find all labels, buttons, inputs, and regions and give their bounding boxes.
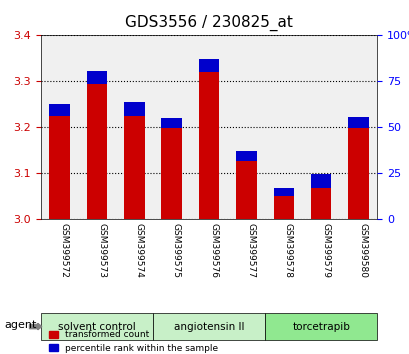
Bar <box>198 59 219 72</box>
Bar <box>49 116 70 219</box>
Text: solvent control: solvent control <box>58 321 135 332</box>
Bar <box>273 196 293 219</box>
Text: GSM399574: GSM399574 <box>134 223 143 278</box>
Bar <box>310 175 330 188</box>
Bar <box>347 117 368 129</box>
Bar <box>87 84 107 219</box>
Bar <box>161 129 182 219</box>
Text: GSM399578: GSM399578 <box>283 223 292 278</box>
Text: torcetrapib: torcetrapib <box>292 321 349 332</box>
Title: GDS3556 / 230825_at: GDS3556 / 230825_at <box>125 15 292 31</box>
Bar <box>87 71 107 84</box>
Legend: transformed count, percentile rank within the sample: transformed count, percentile rank withi… <box>45 327 222 354</box>
Bar <box>347 129 368 219</box>
Text: GSM399577: GSM399577 <box>246 223 255 278</box>
Text: GSM399572: GSM399572 <box>60 223 69 278</box>
Bar <box>124 116 144 219</box>
Text: GSM399580: GSM399580 <box>357 223 366 278</box>
Text: agent: agent <box>4 320 36 330</box>
Text: GSM399573: GSM399573 <box>97 223 106 278</box>
Text: GSM399576: GSM399576 <box>209 223 218 278</box>
Text: GSM399575: GSM399575 <box>171 223 180 278</box>
Text: GSM399579: GSM399579 <box>320 223 329 278</box>
Bar <box>236 152 256 161</box>
Bar <box>49 104 70 116</box>
Bar <box>310 188 330 219</box>
Bar <box>161 118 182 129</box>
Bar <box>236 161 256 219</box>
Bar <box>124 102 144 116</box>
Bar <box>198 72 219 219</box>
Text: angiotensin II: angiotensin II <box>173 321 244 332</box>
Bar <box>273 188 293 196</box>
